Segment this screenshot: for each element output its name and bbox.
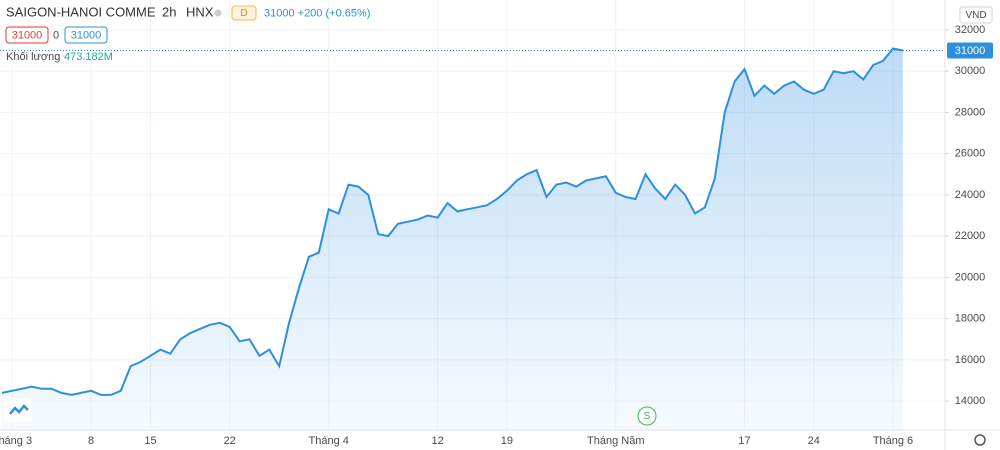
plot [0, 47, 945, 430]
currency-box[interactable] [959, 6, 993, 24]
exchange: HNX [186, 4, 214, 19]
y-tick-label: 30000 [955, 65, 986, 77]
y-tick-label: 32000 [955, 24, 986, 36]
x-tick-label: Tháng 3 [0, 435, 32, 447]
spread: 0 [53, 29, 59, 41]
volume-value: 473.182M [64, 51, 113, 63]
y-tick-label: 24000 [955, 189, 986, 201]
badge: D [240, 8, 247, 19]
line [1, 47, 904, 396]
quote: 31000 +200 (+0.65%) [264, 7, 370, 19]
x-tick-label: Tháng 6 [873, 435, 913, 447]
settings[interactable] [974, 434, 986, 446]
y-tick-label: 20000 [955, 271, 986, 283]
x-tick-label: Tháng 4 [309, 435, 349, 447]
ask: 31000 [71, 29, 102, 41]
y-tick-label: 26000 [955, 148, 986, 160]
last-price-box [947, 42, 993, 59]
marker-circle[interactable] [637, 406, 657, 426]
y-tick-label: 28000 [955, 106, 986, 118]
x-tick-label: 19 [501, 435, 513, 447]
bid: 31000 [12, 29, 43, 41]
badge-box [231, 5, 257, 21]
x-tick-label: Tháng Năm [587, 435, 644, 447]
interval: 2h [162, 4, 176, 19]
last-price-label: 31000 [955, 45, 986, 57]
logo [9, 404, 29, 415]
y-tick-label: 14000 [955, 395, 986, 407]
y-tick-label: 18000 [955, 313, 986, 325]
x-tick-label: 12 [431, 435, 443, 447]
y-tick-label: 22000 [955, 230, 986, 242]
volume-label: Khối lượng [6, 51, 60, 63]
bid-box[interactable] [5, 26, 49, 44]
currency: VND [965, 10, 986, 21]
status-dot [214, 9, 222, 17]
area [2, 48, 903, 430]
x-tick-label: 24 [808, 435, 820, 447]
x-tick-label: 8 [88, 435, 94, 447]
ask-box[interactable] [64, 26, 108, 44]
x-tick-label: 22 [224, 435, 236, 447]
marker: S [644, 411, 651, 422]
y-tick-label: 16000 [955, 354, 986, 366]
x-tick-label: 17 [738, 435, 750, 447]
x-tick-label: 15 [144, 435, 156, 447]
symbol: SAIGON-HANOI COMME [6, 4, 156, 19]
